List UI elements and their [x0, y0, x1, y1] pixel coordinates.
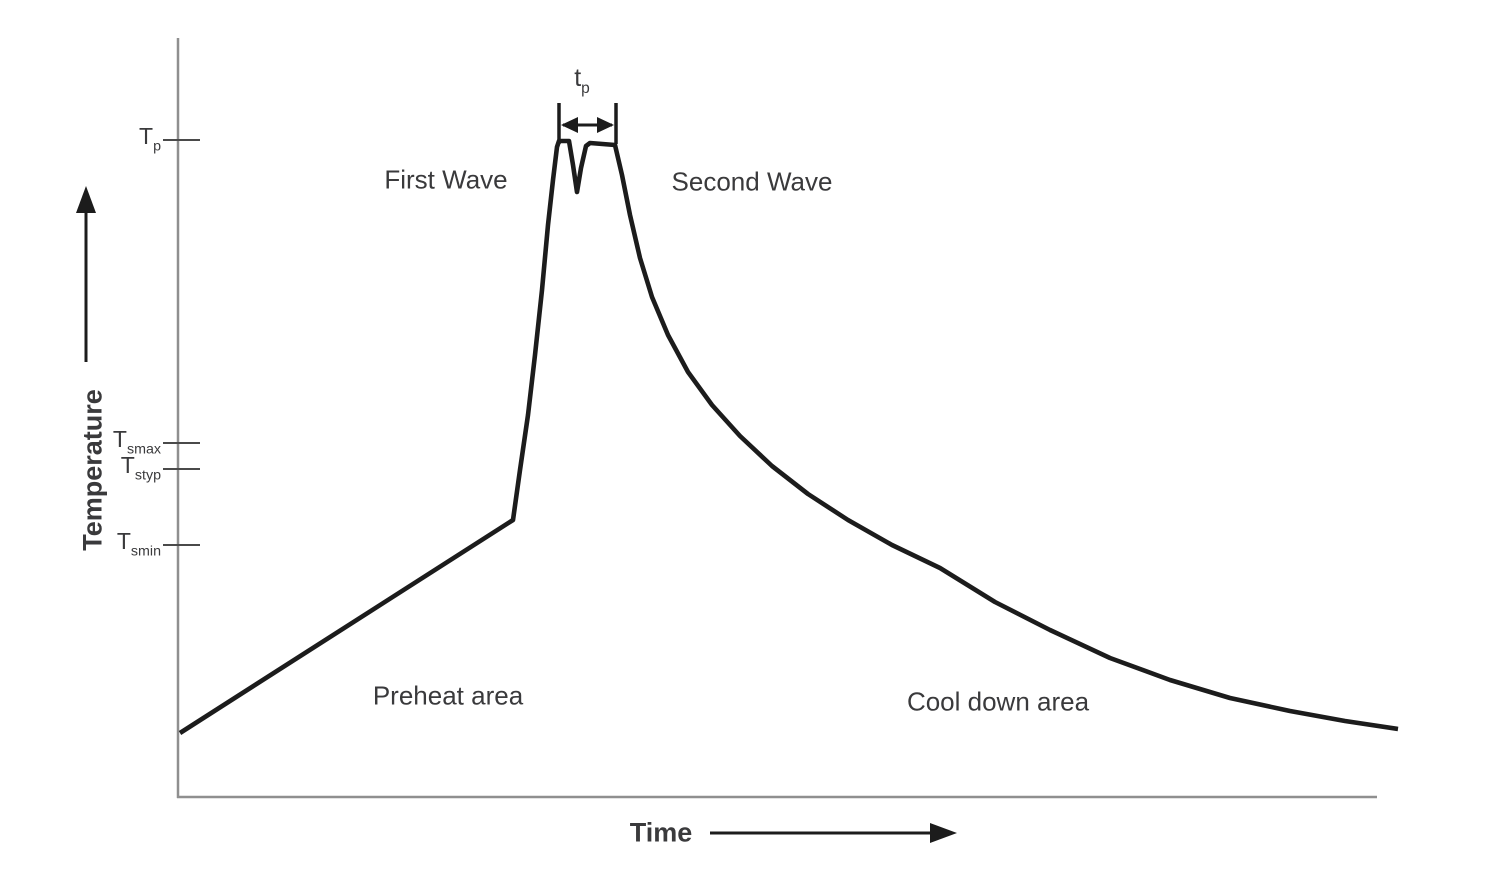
y-tick-label-smax: Tsmax — [112, 426, 161, 458]
annotation-first-wave: First Wave — [384, 164, 508, 195]
tp-arrow-right-head — [597, 117, 614, 133]
time-arrow-head — [930, 823, 957, 843]
annotation-cool-down-area: Cool down area — [906, 686, 1090, 717]
temperature-arrow-head — [76, 186, 96, 213]
y-tick-label-p: Tp — [139, 123, 161, 155]
y-tick-label-smin: Tsmin — [116, 528, 161, 560]
annotation-preheat-area: Preheat area — [372, 680, 524, 711]
temperature-curve — [178, 138, 1399, 735]
peak-duration-label: tp — [574, 64, 590, 98]
tp-arrow-left-head — [561, 117, 578, 133]
peak-duration-label-sub: p — [581, 79, 590, 97]
peak-duration-label-text: t — [574, 64, 582, 93]
annotation-second-wave: Second Wave — [671, 166, 833, 197]
y-tick-label-styp: Tstyp — [120, 452, 161, 484]
x-axis-title: Time — [629, 817, 693, 848]
y-axis-title: Temperature — [77, 389, 108, 551]
